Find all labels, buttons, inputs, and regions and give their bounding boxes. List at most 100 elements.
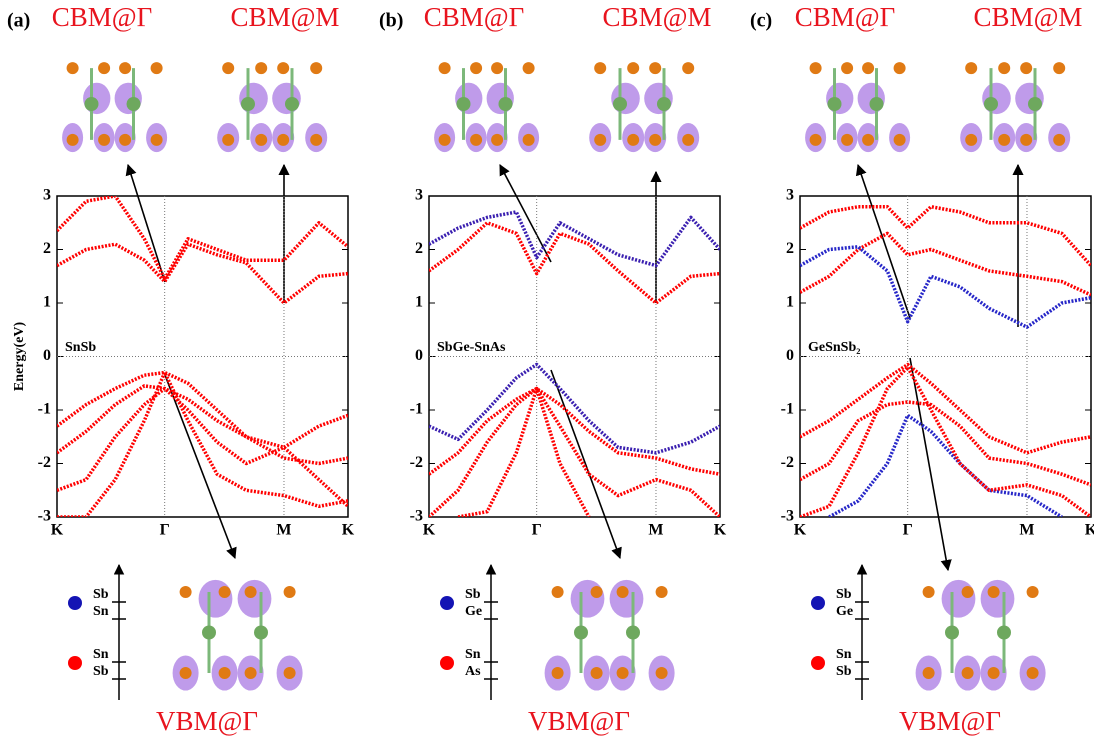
atom: [682, 62, 694, 74]
y-tick-label: 0: [415, 347, 423, 364]
x-tick-label: K: [342, 522, 355, 539]
layer-label: Sn: [93, 604, 109, 619]
atom: [657, 97, 671, 111]
layer-label: Sn: [465, 647, 481, 662]
atom: [127, 97, 141, 111]
atom: [491, 62, 503, 74]
atom: [151, 134, 163, 146]
y-tick-label: 1: [43, 294, 51, 311]
band: [57, 373, 348, 518]
y-tick-label: 0: [43, 347, 51, 364]
band: [429, 389, 720, 475]
structure-image: [545, 580, 675, 691]
panel-label: (c): [750, 10, 772, 32]
layer-label: Sb: [836, 664, 852, 679]
y-tick-label: -1: [410, 401, 423, 418]
y-tick-label: 3: [43, 187, 51, 204]
y-tick-label: 3: [415, 187, 423, 204]
atom: [962, 667, 974, 679]
atom: [965, 62, 977, 74]
layer-label: Sb: [836, 587, 852, 602]
plot-frame: [57, 196, 348, 517]
atom: [222, 62, 234, 74]
atom: [202, 626, 216, 640]
atom: [1053, 62, 1065, 74]
arrows: [128, 165, 1018, 570]
isosurface: [272, 83, 301, 114]
atom: [1020, 62, 1032, 74]
atom: [180, 586, 192, 598]
atom: [254, 626, 268, 640]
atom: [870, 97, 884, 111]
x-tick-label: M: [276, 522, 291, 539]
legend-dot: [811, 596, 825, 610]
atom: [285, 97, 299, 111]
isosurface: [982, 83, 1011, 114]
atom: [656, 586, 668, 598]
atom: [613, 97, 627, 111]
structure-image: [434, 62, 539, 152]
isosurface: [611, 83, 640, 114]
band: [800, 207, 1091, 266]
atom: [523, 134, 535, 146]
y-tick-label: 2: [43, 240, 51, 257]
atom: [923, 667, 935, 679]
atom: [894, 62, 906, 74]
band-annotation: GeSnSb₂: [808, 340, 860, 355]
atom: [626, 626, 640, 640]
atom: [591, 667, 603, 679]
atom: [67, 134, 79, 146]
image-label: CBM@M: [603, 2, 712, 32]
atom: [310, 62, 322, 74]
x-tick-label: Γ: [532, 522, 542, 539]
layer-label: Sn: [836, 647, 852, 662]
atom: [810, 62, 822, 74]
atom: [998, 62, 1010, 74]
atom: [998, 134, 1010, 146]
atom: [219, 667, 231, 679]
atom: [119, 62, 131, 74]
atom: [962, 586, 974, 598]
isosurface: [1015, 83, 1044, 114]
atom: [841, 134, 853, 146]
atom: [245, 667, 257, 679]
atom: [945, 626, 959, 640]
atom: [1020, 134, 1032, 146]
atom: [552, 667, 564, 679]
atom: [241, 97, 255, 111]
atom: [594, 134, 606, 146]
y-tick-label: -3: [410, 508, 423, 525]
atom: [591, 586, 603, 598]
layer-label: Ge: [465, 604, 482, 619]
layer-label: Sb: [465, 587, 481, 602]
atom: [439, 62, 451, 74]
band: [458, 389, 589, 517]
atom: [828, 97, 842, 111]
y-tick-label: -3: [38, 508, 51, 525]
plot-frame: [800, 196, 1091, 517]
atom: [894, 134, 906, 146]
y-tick-label: -3: [781, 508, 794, 525]
band: [800, 233, 1091, 295]
y-tick-label: -1: [38, 401, 51, 418]
isosurface: [239, 83, 268, 114]
atom: [491, 134, 503, 146]
x-tick-label: M: [1019, 522, 1034, 539]
band-annotation: SbGe-SnAs: [437, 340, 506, 355]
band: [429, 223, 720, 303]
band-annotation: SnSb: [65, 340, 96, 355]
atom: [180, 667, 192, 679]
y-tick-label: 3: [786, 187, 794, 204]
atom: [682, 134, 694, 146]
image-label: CBM@M: [231, 2, 340, 32]
band: [57, 373, 348, 448]
atom: [310, 134, 322, 146]
atom: [862, 62, 874, 74]
atom: [457, 97, 471, 111]
legend-dot: [440, 656, 454, 670]
isosurface: [981, 580, 1015, 618]
plot-frame: [429, 196, 720, 517]
layer-label: Sb: [93, 587, 109, 602]
structure-image: [916, 580, 1046, 691]
y-tick-label: -1: [781, 401, 794, 418]
